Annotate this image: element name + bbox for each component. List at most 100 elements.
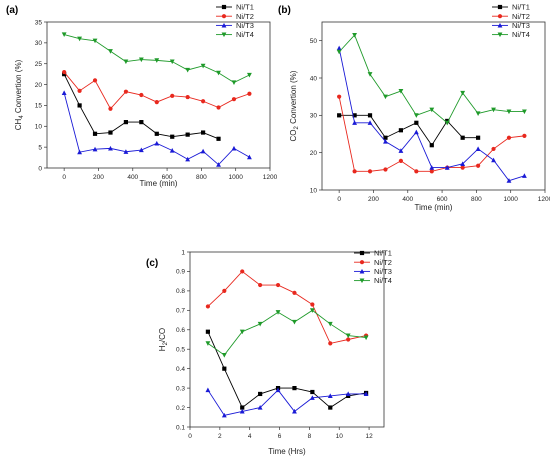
chart-panel-2: 0 200 400 600 800 1000 1200 10 20 30 40 50 Time (min… xyxy=(278,3,550,212)
legend-label: Ni/T2 xyxy=(236,12,254,21)
y-tick-label: 30 xyxy=(310,113,318,120)
data-point xyxy=(108,106,113,111)
data-point xyxy=(383,167,388,172)
data-point xyxy=(185,156,191,162)
data-point xyxy=(460,90,466,96)
data-point xyxy=(201,99,206,104)
data-point xyxy=(383,138,388,144)
data-point xyxy=(123,59,129,65)
series-line xyxy=(339,114,479,147)
series-line xyxy=(207,331,367,409)
data-point xyxy=(476,135,481,140)
data-point xyxy=(327,393,333,398)
legend-label: Ni/T1 xyxy=(236,3,254,12)
plot-frame xyxy=(46,21,271,169)
y-tick-label: 15 xyxy=(35,103,43,110)
y-tick-label: 1 xyxy=(181,249,185,256)
data-point xyxy=(216,70,221,76)
y-tick-label: 20 xyxy=(310,150,318,157)
x-tick-label: 0 xyxy=(188,433,192,440)
series-ni-t1 xyxy=(205,329,369,410)
x-tick-label: 10 xyxy=(336,433,344,440)
x-tick-label: 800 xyxy=(471,196,482,203)
data-point xyxy=(491,157,496,163)
data-point xyxy=(239,329,245,335)
data-point xyxy=(222,288,227,293)
legend-label: Ni/T2 xyxy=(512,12,530,21)
data-point xyxy=(506,178,512,183)
data-point xyxy=(475,146,481,152)
data-point xyxy=(522,109,527,115)
data-point xyxy=(108,130,113,135)
data-point xyxy=(138,147,144,153)
y-tick-label: 0.6 xyxy=(176,327,185,334)
data-point xyxy=(398,88,404,94)
data-point xyxy=(61,90,67,96)
plot-frame xyxy=(189,251,385,428)
data-point xyxy=(275,310,281,315)
data-point xyxy=(169,147,175,153)
x-tick-label: 800 xyxy=(196,174,207,181)
data-point xyxy=(367,72,373,77)
data-point xyxy=(363,391,369,397)
data-point xyxy=(170,93,175,98)
data-point xyxy=(414,169,419,174)
legend-label: Ni/T1 xyxy=(374,249,392,258)
y-axis-title: CO2 Convertion (%) xyxy=(289,70,300,141)
legend-label: Ni/T1 xyxy=(512,3,530,12)
series-line xyxy=(338,48,525,182)
legend-marker xyxy=(359,268,365,274)
plot-frame xyxy=(321,21,546,191)
data-point xyxy=(363,335,369,341)
data-point xyxy=(275,282,281,288)
y-tick-label: 30 xyxy=(35,40,43,47)
data-point xyxy=(77,88,82,93)
data-point xyxy=(216,105,221,110)
data-point xyxy=(247,91,252,96)
data-point xyxy=(429,143,434,148)
data-point xyxy=(383,94,388,100)
x-tick-label: 0 xyxy=(337,196,341,203)
data-point xyxy=(352,120,358,125)
legend-marker xyxy=(497,4,503,10)
series-ni-t3 xyxy=(336,45,527,183)
y-tick-label: 0.1 xyxy=(176,424,185,431)
y-tick-label: 20 xyxy=(35,82,43,89)
series-ni-t2 xyxy=(205,269,369,346)
data-point xyxy=(336,45,342,51)
data-point xyxy=(221,352,227,358)
data-point xyxy=(491,107,496,113)
x-tick-label: 1200 xyxy=(538,196,550,203)
data-point xyxy=(327,321,333,327)
data-point xyxy=(139,92,144,98)
legend-marker xyxy=(221,32,227,38)
y-tick-label: 0 xyxy=(38,165,42,172)
data-point xyxy=(200,63,206,69)
data-point xyxy=(367,169,373,174)
data-point xyxy=(292,319,297,325)
legend-label: Ni/T3 xyxy=(374,267,392,276)
data-point xyxy=(328,341,333,346)
data-point xyxy=(429,107,435,113)
data-point xyxy=(139,120,144,125)
y-tick-label: 0.9 xyxy=(176,269,185,276)
data-point xyxy=(205,329,211,334)
data-point xyxy=(522,173,527,178)
data-point xyxy=(345,391,351,397)
legend-marker xyxy=(221,4,227,10)
data-point xyxy=(444,120,450,126)
data-point xyxy=(352,169,357,174)
data-point xyxy=(62,69,67,75)
chart-panel-3: 0 2 4 6 8 10 12 0.1 0.2 0.3 0.4 0.5 0.6 0.7 0.8 0.9 1 Tim… xyxy=(146,249,392,456)
data-point xyxy=(222,366,227,371)
data-point xyxy=(257,405,263,410)
data-point xyxy=(367,120,373,125)
legend-marker xyxy=(359,278,365,284)
data-point xyxy=(185,67,191,73)
data-point xyxy=(383,135,388,140)
series-ni-t4 xyxy=(205,308,369,358)
